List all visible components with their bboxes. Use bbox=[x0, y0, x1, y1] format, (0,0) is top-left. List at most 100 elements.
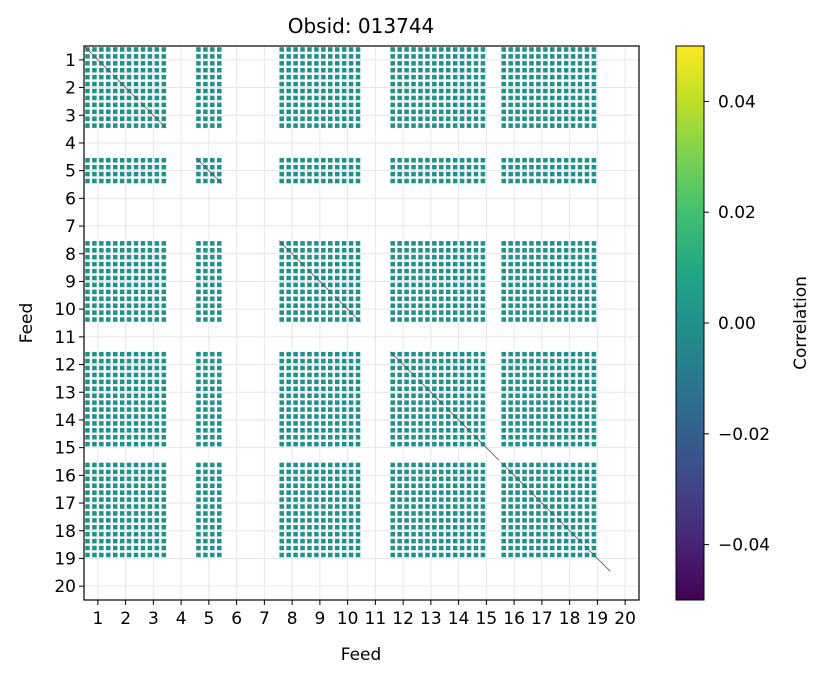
heatmap-subcell bbox=[140, 317, 146, 322]
heatmap-subcell bbox=[196, 109, 201, 115]
heatmap-subcell bbox=[92, 421, 97, 426]
heatmap-cell bbox=[473, 74, 486, 101]
heatmap-subcell bbox=[550, 289, 555, 295]
heatmap-subcell bbox=[404, 81, 409, 87]
heatmap-subcell bbox=[459, 538, 465, 544]
heatmap-subcell bbox=[522, 525, 527, 530]
heatmap-cell bbox=[334, 379, 361, 405]
heatmap-subcell bbox=[397, 248, 402, 253]
heatmap-subcell bbox=[279, 538, 284, 544]
heatmap-subcell bbox=[348, 296, 354, 302]
heatmap-subcell bbox=[203, 511, 208, 516]
heatmap-subcell bbox=[279, 74, 284, 80]
heatmap-subcell bbox=[140, 116, 146, 121]
heatmap-subcell bbox=[508, 407, 513, 412]
heatmap-cell bbox=[390, 545, 416, 558]
heatmap-subcell bbox=[307, 469, 312, 475]
heatmap-subcell bbox=[203, 109, 208, 115]
heatmap-subcell bbox=[300, 365, 305, 371]
heatmap-subcell bbox=[390, 525, 395, 530]
heatmap-subcell bbox=[92, 511, 97, 516]
heatmap-subcell bbox=[85, 379, 90, 385]
heatmap-cell bbox=[418, 241, 444, 267]
heatmap-subcell bbox=[543, 47, 548, 52]
heatmap-cell bbox=[334, 158, 361, 184]
heatmap-subcell bbox=[556, 296, 562, 302]
heatmap-subcell bbox=[459, 393, 465, 398]
heatmap-subcell bbox=[425, 61, 430, 66]
heatmap-subcell bbox=[452, 178, 458, 184]
heatmap-cell bbox=[279, 47, 305, 73]
heatmap-subcell bbox=[92, 469, 97, 475]
heatmap-cell bbox=[334, 545, 361, 558]
heatmap-subcell bbox=[563, 476, 569, 482]
heatmap-cell bbox=[279, 102, 305, 128]
heatmap-subcell bbox=[334, 358, 340, 364]
heatmap-subcell bbox=[355, 414, 361, 419]
heatmap-subcell bbox=[577, 317, 583, 322]
heatmap-subcell bbox=[106, 379, 111, 385]
heatmap-subcell bbox=[196, 428, 201, 433]
heatmap-subcell bbox=[307, 296, 312, 302]
heatmap-subcell bbox=[397, 386, 402, 392]
heatmap-subcell bbox=[279, 254, 284, 260]
heatmap-subcell bbox=[99, 88, 104, 94]
heatmap-subcell bbox=[418, 393, 423, 398]
heatmap-subcell bbox=[341, 282, 347, 288]
heatmap-subcell bbox=[550, 248, 555, 253]
heatmap-cell bbox=[529, 296, 555, 322]
heatmap-subcell bbox=[196, 47, 201, 52]
heatmap-subcell bbox=[584, 497, 590, 502]
heatmap-subcell bbox=[341, 248, 347, 253]
heatmap-cell bbox=[279, 435, 305, 447]
heatmap-subcell bbox=[543, 268, 548, 274]
heatmap-subcell bbox=[584, 372, 590, 378]
heatmap-subcell bbox=[439, 254, 444, 260]
heatmap-subcell bbox=[439, 552, 444, 558]
heatmap-subcell bbox=[397, 372, 402, 378]
heatmap-subcell bbox=[404, 310, 409, 315]
heatmap-cell bbox=[279, 268, 305, 295]
heatmap-subcell bbox=[536, 421, 541, 426]
heatmap-subcell bbox=[397, 552, 402, 558]
heatmap-subcell bbox=[133, 386, 139, 392]
colorbar-tick-label: 0.02 bbox=[718, 203, 756, 223]
heatmap-subcell bbox=[85, 552, 90, 558]
heatmap-subcell bbox=[425, 518, 430, 523]
heatmap-subcell bbox=[550, 358, 555, 364]
heatmap-subcell bbox=[154, 407, 160, 412]
heatmap-subcell bbox=[591, 531, 597, 537]
heatmap-subcell bbox=[404, 123, 409, 128]
heatmap-subcell bbox=[390, 61, 395, 66]
heatmap-subcell bbox=[466, 518, 472, 523]
heatmap-subcell bbox=[522, 469, 527, 475]
heatmap-subcell bbox=[112, 261, 118, 267]
heatmap-subcell bbox=[466, 372, 472, 378]
heatmap-subcell bbox=[99, 386, 104, 392]
heatmap-cell bbox=[307, 407, 333, 433]
heatmap-subcell bbox=[126, 407, 132, 412]
heatmap-subcell bbox=[536, 74, 541, 80]
heatmap-subcell bbox=[522, 81, 527, 87]
heatmap-subcell bbox=[196, 490, 201, 495]
heatmap-subcell bbox=[293, 296, 298, 302]
heatmap-subcell bbox=[161, 428, 167, 433]
heatmap-subcell bbox=[341, 351, 347, 357]
heatmap-subcell bbox=[543, 518, 548, 523]
heatmap-subcell bbox=[334, 116, 340, 121]
heatmap-subcell bbox=[99, 372, 104, 378]
heatmap-subcell bbox=[334, 428, 340, 433]
y-tick-label: 18 bbox=[54, 522, 76, 542]
heatmap-subcell bbox=[334, 268, 340, 274]
heatmap-subcell bbox=[341, 435, 347, 440]
heatmap-subcell bbox=[397, 483, 402, 488]
heatmap-subcell bbox=[106, 171, 111, 177]
heatmap-subcell bbox=[591, 372, 597, 378]
heatmap-subcell bbox=[563, 441, 569, 447]
heatmap-subcell bbox=[106, 490, 111, 495]
heatmap-subcell bbox=[508, 268, 513, 274]
heatmap-subcell bbox=[92, 268, 97, 274]
heatmap-subcell bbox=[341, 372, 347, 378]
y-tick-label: 7 bbox=[65, 217, 76, 237]
heatmap-subcell bbox=[570, 248, 576, 253]
